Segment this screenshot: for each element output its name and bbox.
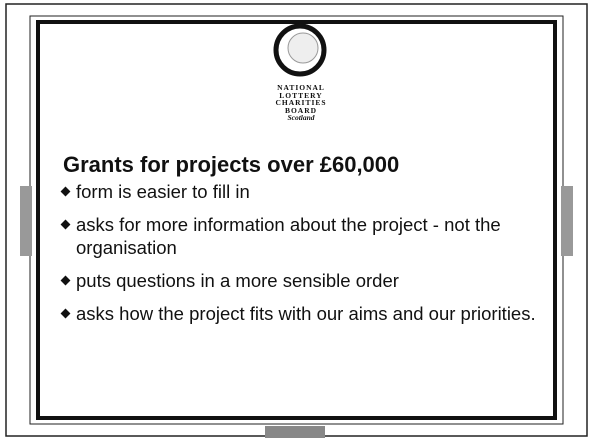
bullet: form is easier to fill in xyxy=(60,180,540,203)
logo-centre xyxy=(287,32,319,64)
inner-border xyxy=(36,20,557,420)
bullet: puts questions in a more sensible order xyxy=(60,269,540,292)
bottom-decoration xyxy=(265,426,325,438)
right-decoration xyxy=(561,186,573,256)
logo-line: BOARD xyxy=(284,105,318,115)
logo-line: CHARITIES xyxy=(275,98,327,108)
logo-line: LOTTERY xyxy=(279,90,323,100)
bullet-list: form is easier to fill in asks for more … xyxy=(60,180,540,335)
heading: Grants for projects over £60,000 xyxy=(63,152,400,177)
left-decoration xyxy=(20,186,32,256)
bullet: asks for more information about the proj… xyxy=(60,213,540,259)
bullet: asks how the project fits with our aims … xyxy=(60,302,540,325)
logo-line: Scotland xyxy=(287,113,315,123)
logo-line: NATIONAL xyxy=(277,83,325,92)
logo-text: NATIONAL LOTTERY CHARITIES BOARD Scotlan… xyxy=(246,84,356,122)
